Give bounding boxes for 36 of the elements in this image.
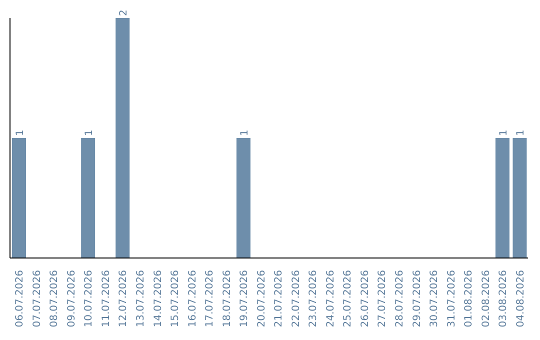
x-tick-label: 14.07.2026 [152,270,164,328]
x-tick-label: 16.07.2026 [187,270,198,328]
x-tick-label: 26.07.2026 [360,270,371,328]
x-tick-label: 01.08.2026 [464,270,475,328]
x-tick-label: 02.08.2026 [480,270,492,328]
x-tick-label: 13.07.2026 [136,270,146,328]
x-tick-label: 12.07.2026 [118,270,130,328]
x-tick-label: 08.07.2026 [49,270,60,328]
data-label: 1 [516,130,527,136]
x-tick-label: 24.07.2026 [325,270,336,328]
x-tick-label: 06.07.2026 [14,270,26,328]
x-tick-label: 23.07.2026 [308,270,320,328]
data-label: 1 [84,130,96,136]
data-label: 1 [498,130,510,136]
x-tick-label: 09.07.2026 [66,270,78,328]
x-tick-label: 20.07.2026 [256,270,268,328]
data-label: 2 [118,10,130,16]
x-tick-label: 25.07.2026 [342,270,354,328]
x-tick-label: 17.07.2026 [204,270,216,328]
x-tick-label: 07.07.2026 [32,270,43,328]
x-tick-label: 30.07.2026 [429,270,440,328]
x-tick-label: 22.07.2026 [290,270,302,328]
x-tick-label: 04.08.2026 [515,270,526,328]
x-tick-label: 29.07.2026 [412,270,423,328]
x-tick-label: 18.07.2026 [222,270,233,328]
x-tick-label: 21.07.2026 [274,270,285,328]
x-tick-label: 28.07.2026 [394,270,406,328]
x-tick-label: 11.07.2026 [100,270,112,328]
x-tick-label: 19.07.2026 [239,270,250,328]
x-tick-label: 10.07.2026 [84,270,95,328]
data-label: 1 [239,130,250,136]
x-tick-label: 31.07.2026 [446,270,458,328]
x-tick-label: 15.07.2026 [170,270,182,328]
x-tick-label: 03.08.2026 [498,270,510,328]
data-label: 1 [15,130,26,136]
x-tick-label: 27.07.2026 [377,270,388,328]
